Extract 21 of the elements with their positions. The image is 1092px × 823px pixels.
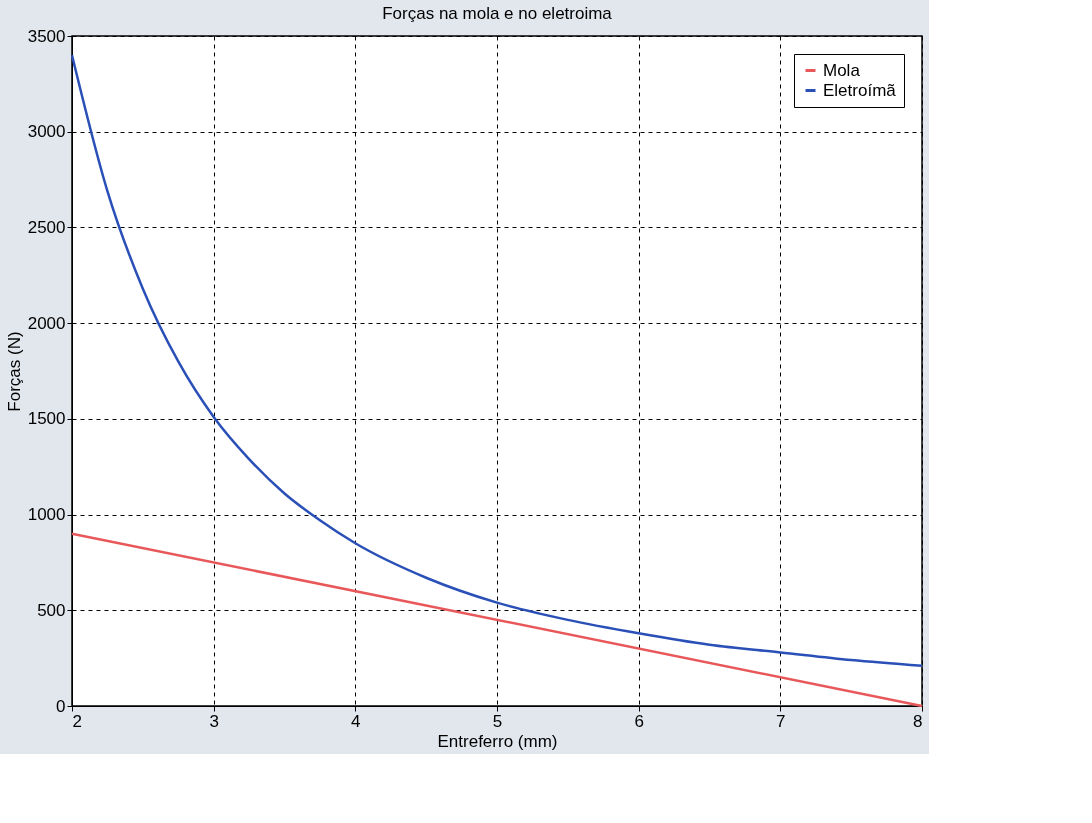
legend-label: Mola: [823, 60, 861, 80]
x-tick-label: 5: [492, 711, 503, 731]
y-tick-label: 0: [56, 696, 66, 716]
y-tick-label: 500: [37, 600, 66, 620]
x-tick-label: 6: [634, 711, 644, 731]
y-axis-title: Forças (N): [4, 331, 24, 412]
x-tick-label: 3: [209, 711, 219, 731]
y-tick-label: 1500: [27, 409, 66, 429]
legend-label: Eletroímã: [823, 80, 897, 100]
line-series: [70, 53, 924, 668]
x-tick-label: 4: [351, 711, 361, 731]
x-tick-label: 7: [776, 711, 786, 731]
y-tick-label: 1000: [27, 505, 66, 525]
y-tick-label: 2000: [27, 313, 66, 333]
x-tick-label: 2: [72, 711, 82, 731]
chart-title: Forças na mola e no eletroima: [382, 4, 613, 23]
y-tick-label: 3500: [27, 26, 66, 46]
y-tick-label: 2500: [27, 217, 66, 237]
x-tick-label: 8: [913, 711, 923, 731]
y-tick-label: 3000: [27, 122, 66, 142]
x-axis-title: Entreferro (mm): [437, 731, 558, 751]
